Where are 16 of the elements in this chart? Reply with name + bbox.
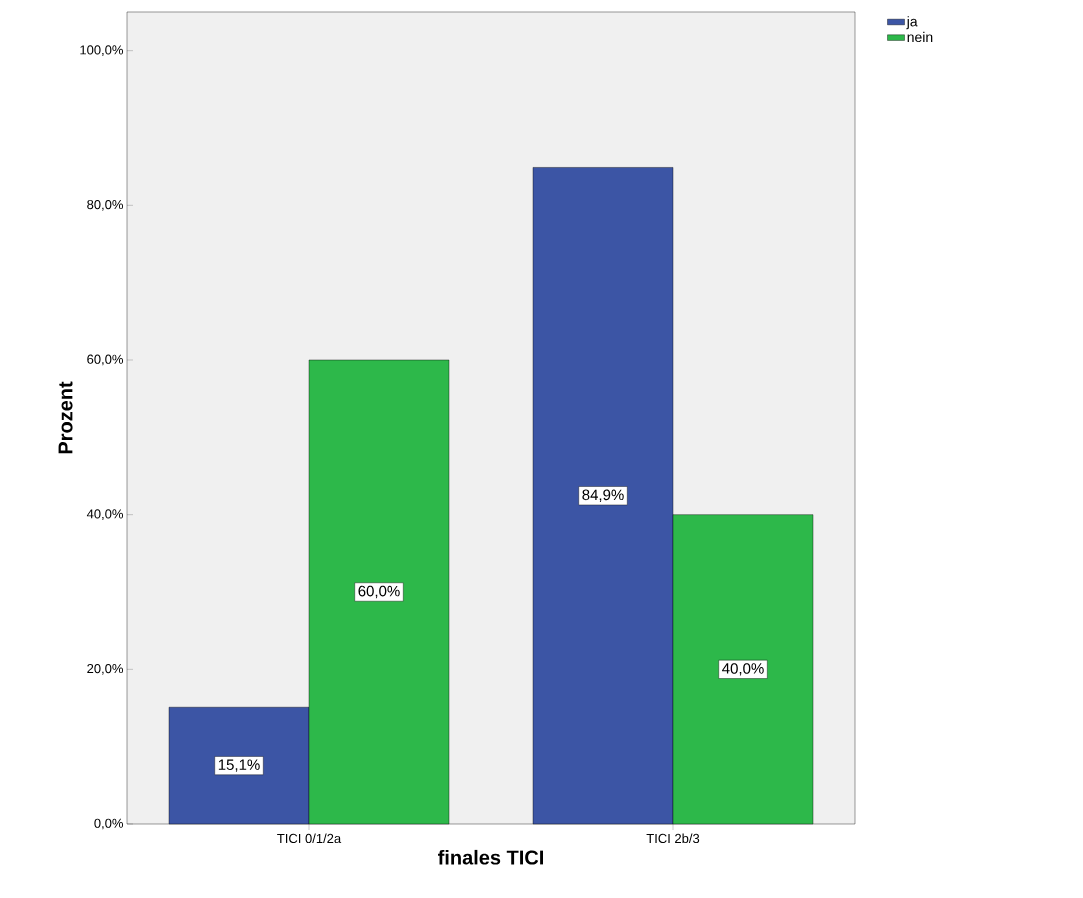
data-label: 15,1% — [218, 759, 260, 772]
y-tick-label: 40,0% — [86, 509, 124, 521]
y-tick-label: 100,0% — [80, 45, 124, 57]
data-label: 40,0% — [722, 663, 764, 676]
x-axis-title: finales TICI — [438, 849, 543, 865]
x-tick-label: TICI 0/1/2a — [277, 833, 342, 844]
legend-label: nein — [907, 31, 933, 43]
y-tick-label: 0,0% — [94, 818, 124, 830]
y-tick-label: 80,0% — [87, 199, 124, 211]
data-label: 84,9% — [582, 489, 624, 502]
y-tick-label: 60,0% — [87, 354, 124, 366]
y-tick-label: 20,0% — [87, 663, 124, 675]
legend-label: ja — [906, 16, 918, 30]
y-axis-title: Prozent — [58, 381, 73, 454]
data-label: 60,0% — [358, 585, 400, 599]
x-tick-label: TICI 2b/3 — [646, 833, 700, 844]
